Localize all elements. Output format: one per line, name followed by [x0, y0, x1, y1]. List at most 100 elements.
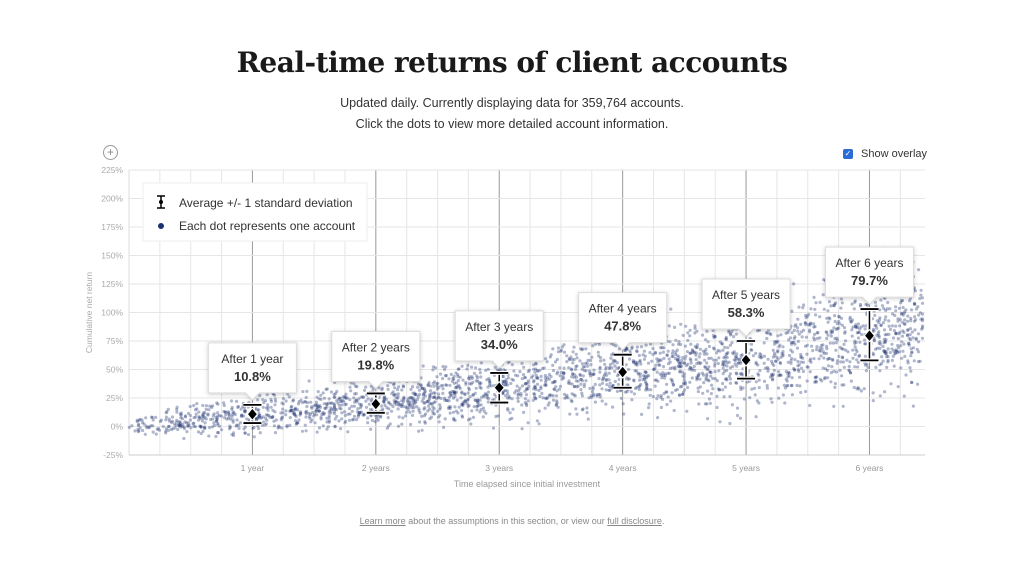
scatter-dot — [658, 363, 662, 367]
scatter-dot — [725, 368, 729, 372]
scatter-dot — [792, 336, 796, 341]
scatter-dot — [303, 400, 307, 404]
scatter-dot — [914, 307, 919, 311]
scatter-dot — [438, 413, 442, 417]
scatter-dot — [610, 386, 614, 390]
scatter-dot — [542, 366, 546, 370]
scatter-dot — [537, 422, 541, 426]
scatter-dot — [712, 346, 716, 350]
scatter-dot — [318, 405, 322, 409]
scatter-dot — [412, 398, 417, 402]
scatter-dot — [382, 400, 386, 404]
scatter-dot — [137, 418, 141, 422]
zoom-in-icon[interactable]: + — [103, 145, 118, 160]
scatter-dot — [345, 396, 349, 400]
scatter-dot — [759, 356, 763, 360]
scatter-dot — [857, 354, 861, 358]
scatter-dot — [809, 321, 813, 325]
scatter-dot — [688, 351, 692, 355]
scatter-dot — [871, 353, 876, 357]
scatter-dot — [808, 359, 812, 363]
scatter-dot — [617, 347, 622, 351]
scatter-dot — [452, 416, 456, 420]
scatter-dot — [416, 385, 420, 389]
y-tick-label: 200% — [101, 194, 123, 204]
checkbox-checked-icon[interactable]: ✓ — [843, 149, 853, 159]
scatter-dot — [757, 386, 761, 390]
scatter-dot — [600, 381, 605, 385]
scatter-dot — [853, 299, 857, 303]
scatter-dot — [471, 415, 476, 419]
scatter-dot — [762, 341, 766, 345]
scatter-dot — [791, 340, 795, 345]
scatter-dot — [740, 373, 744, 377]
scatter-dot — [637, 378, 642, 382]
scatter-dot — [639, 382, 643, 387]
scatter-dot — [611, 361, 615, 365]
scatter-dot — [517, 389, 521, 393]
scatter-dot — [514, 373, 518, 377]
scatter-dot — [837, 354, 841, 358]
scatter-dot — [847, 368, 851, 372]
scatter-dot — [333, 425, 337, 429]
scatter-dot — [695, 362, 699, 366]
scatter-dot — [350, 404, 354, 408]
scatter-dot — [735, 413, 740, 418]
scatter-dot — [227, 412, 231, 416]
scatter-dot — [579, 382, 583, 386]
scatter-dot — [858, 302, 863, 307]
scatter-dot — [226, 410, 231, 414]
scatter-dot — [431, 405, 435, 409]
scatter-dot — [406, 408, 410, 412]
scatter-dot — [907, 342, 911, 346]
scatter-dot — [683, 361, 687, 365]
scatter-dot — [900, 299, 904, 303]
scatter-dot — [709, 392, 714, 396]
scatter-dot — [864, 363, 868, 367]
scatter-dot — [317, 409, 321, 413]
scatter-dot — [423, 401, 427, 405]
scatter-dot — [510, 397, 514, 401]
learn-more-link[interactable]: Learn more — [359, 516, 406, 526]
full-disclosure-link[interactable]: full disclosure — [607, 516, 662, 526]
scatter-dot — [784, 369, 788, 374]
scatter-dot — [550, 380, 555, 385]
scatter-dot — [355, 418, 359, 422]
scatter-dot — [784, 331, 788, 335]
scatter-dot — [642, 374, 646, 378]
scatter-dot — [863, 327, 867, 331]
scatter-dot — [367, 402, 371, 406]
scatter-dot — [431, 411, 435, 415]
scatter-dot — [676, 358, 681, 362]
scatter-dot — [635, 363, 639, 367]
scatter-dot — [906, 328, 910, 332]
scatter-dot — [466, 404, 470, 409]
scatter-dot — [799, 355, 803, 359]
scatter-dot — [871, 351, 875, 355]
scatter-dot — [308, 412, 312, 416]
scatter-dot — [653, 350, 658, 354]
scatter-dot — [894, 349, 899, 353]
scatter-dot — [841, 355, 845, 359]
scatter-dot — [589, 395, 593, 400]
scatter-dot — [325, 402, 329, 406]
scatter-dot — [605, 383, 609, 387]
scatter-dot — [227, 414, 231, 418]
scatter-dot — [638, 360, 642, 364]
scatter-dot — [878, 308, 882, 312]
scatter-dot — [337, 403, 341, 407]
scatter-dot — [622, 412, 626, 416]
scatter-dot — [167, 417, 171, 421]
scatter-dot — [793, 342, 797, 346]
scatter-dot — [350, 418, 355, 422]
scatter-dot — [158, 419, 162, 424]
show-overlay-toggle[interactable]: ✓ Show overlay — [843, 148, 927, 160]
scatter-dot — [340, 403, 344, 407]
scatter-dot — [790, 350, 795, 354]
scatter-dot — [432, 384, 436, 388]
scatter-dot — [762, 361, 766, 365]
scatter-dot — [627, 377, 632, 381]
scatter-dot — [705, 329, 709, 333]
scatter-dot — [793, 368, 797, 372]
scatter-dot — [432, 391, 436, 395]
